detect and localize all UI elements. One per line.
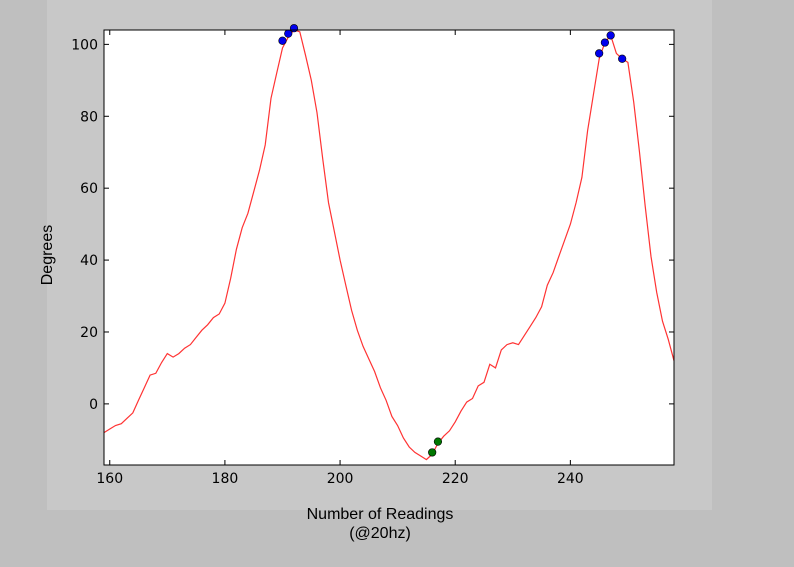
peak-marker-point xyxy=(606,31,615,40)
y-tick-label: 60 xyxy=(80,181,98,197)
y-tick-label: 100 xyxy=(71,37,98,53)
peak-marker-point xyxy=(284,29,293,38)
trough-marker-point xyxy=(433,437,443,446)
plot-frame xyxy=(103,29,675,466)
trough-marker-point xyxy=(428,448,437,457)
peak-marker-point xyxy=(278,36,287,45)
series-layer xyxy=(103,29,675,461)
x-tick-label: 240 xyxy=(557,471,584,487)
axis-ticks: 160 180 200 220 240 0 20 40 60 80 100 xyxy=(71,30,674,487)
x-axis-label-line-1: Number of Readings xyxy=(306,506,454,523)
y-tick-label: 40 xyxy=(80,253,98,269)
peak-marker-point xyxy=(595,49,604,58)
x-axis-label: Number of Readings (@20hz) xyxy=(307,505,454,543)
x-tick-label: 220 xyxy=(442,471,469,487)
y-tick-label: 80 xyxy=(80,109,98,125)
plot-area xyxy=(104,30,674,465)
degrees-line xyxy=(103,29,675,461)
x-axis-label-line-2: (@20hz) xyxy=(349,525,411,542)
peak-marker-point xyxy=(600,38,610,47)
x-tick-label: 180 xyxy=(212,471,239,487)
y-tick-label: 20 xyxy=(80,325,98,341)
peak-marker-point xyxy=(618,54,627,63)
y-tick-label: 0 xyxy=(89,397,98,413)
y-axis-label: Degrees xyxy=(39,224,56,286)
x-tick-label: 200 xyxy=(327,471,354,487)
peak-marker-point xyxy=(289,24,299,33)
x-tick-label: 160 xyxy=(96,471,123,487)
